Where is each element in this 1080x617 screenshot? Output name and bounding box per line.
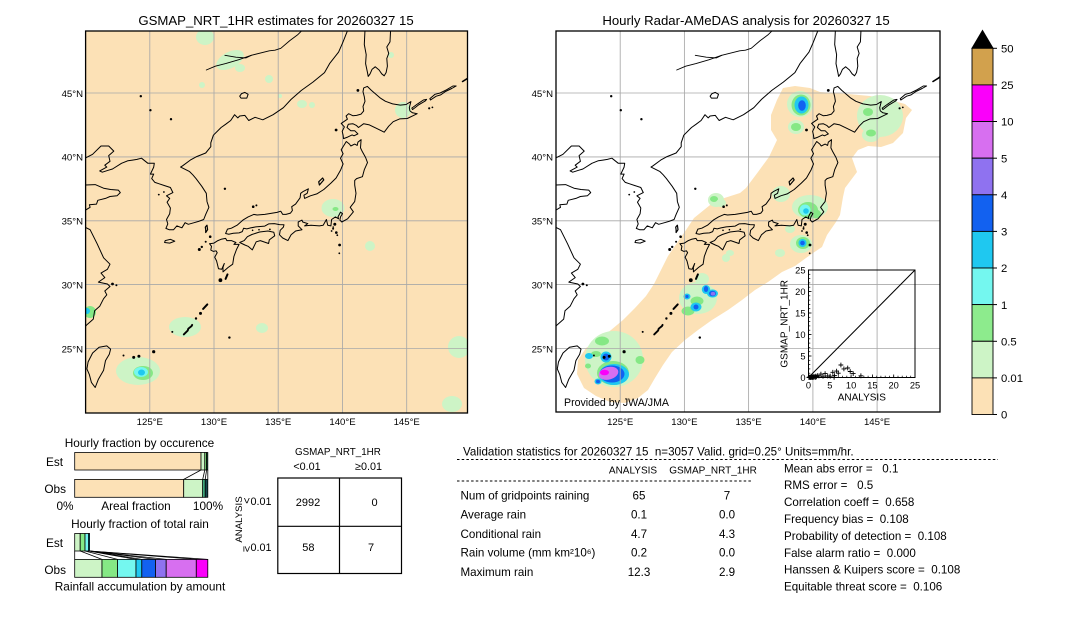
svg-text:False alarm ratio = 0.000: False alarm ratio = 0.000: [784, 547, 916, 560]
svg-text:2.9: 2.9: [719, 566, 735, 579]
svg-text:5: 5: [827, 381, 832, 391]
svg-text:0.01: 0.01: [251, 542, 272, 554]
svg-text:Conditional rain: Conditional rain: [461, 528, 542, 541]
svg-text:3: 3: [1001, 227, 1007, 239]
svg-text:Maximum rain: Maximum rain: [461, 566, 534, 579]
svg-text:Est: Est: [46, 455, 64, 469]
svg-text:25: 25: [795, 266, 805, 276]
svg-text:15: 15: [867, 381, 877, 391]
svg-text:0: 0: [1001, 410, 1007, 422]
svg-text:12.3: 12.3: [628, 566, 651, 579]
svg-text:0.2: 0.2: [631, 547, 647, 560]
svg-text:145°E: 145°E: [864, 417, 890, 428]
svg-text:Probability of detection = 0.: Probability of detection = 0.108: [784, 530, 947, 543]
svg-text:1: 1: [1001, 300, 1007, 312]
svg-text:10: 10: [1001, 117, 1014, 129]
svg-text:140°E: 140°E: [800, 417, 826, 428]
svg-text:100%: 100%: [193, 499, 224, 513]
svg-text:25: 25: [1001, 80, 1014, 92]
svg-text:Hourly fraction of total rain: Hourly fraction of total rain: [71, 517, 209, 531]
svg-text:0.01: 0.01: [1001, 373, 1023, 385]
svg-text:20: 20: [889, 381, 899, 391]
svg-text:58: 58: [302, 542, 314, 554]
svg-text:25°N: 25°N: [62, 344, 84, 355]
svg-text:25°N: 25°N: [532, 344, 554, 355]
svg-text:135°E: 135°E: [735, 417, 761, 428]
svg-text:45°N: 45°N: [62, 89, 84, 100]
svg-text:0.0: 0.0: [719, 547, 735, 560]
svg-text:130°E: 130°E: [201, 417, 227, 428]
svg-text:≥: ≥: [240, 546, 252, 552]
svg-text:4.3: 4.3: [719, 528, 735, 541]
svg-text:40°N: 40°N: [532, 153, 554, 164]
svg-text:0.5: 0.5: [1001, 337, 1017, 349]
svg-text:0%: 0%: [56, 499, 74, 513]
svg-text:4.7: 4.7: [631, 528, 647, 541]
svg-text:30°N: 30°N: [62, 280, 84, 291]
svg-text:4: 4: [1001, 190, 1007, 202]
svg-text:ANALYSIS: ANALYSIS: [234, 496, 245, 542]
svg-text:Areal fraction: Areal fraction: [101, 499, 171, 513]
svg-text:15: 15: [795, 309, 805, 319]
svg-text:Obs: Obs: [44, 482, 66, 496]
svg-text:20: 20: [795, 287, 805, 297]
svg-text:0: 0: [372, 497, 378, 509]
svg-text:2992: 2992: [296, 497, 320, 509]
svg-text:2: 2: [1001, 263, 1007, 275]
svg-text:45°N: 45°N: [532, 89, 554, 100]
svg-text:30°N: 30°N: [532, 280, 554, 291]
svg-text:<: <: [241, 497, 253, 503]
svg-text:Obs: Obs: [44, 563, 66, 577]
svg-text:GSMAP_NRT_1HR estimates for 20: GSMAP_NRT_1HR estimates for 20260327 15: [138, 13, 413, 28]
svg-text:0.0: 0.0: [719, 509, 735, 522]
svg-text:35°N: 35°N: [532, 217, 554, 228]
svg-text:10: 10: [846, 381, 856, 391]
svg-text:Hourly fraction by occurence: Hourly fraction by occurence: [65, 436, 215, 450]
svg-text:GSMAP_NRT_1HR: GSMAP_NRT_1HR: [780, 280, 791, 368]
svg-text:Average rain: Average rain: [461, 509, 527, 522]
svg-text:<0.01: <0.01: [293, 461, 320, 473]
svg-text:Frequency bias = 0.108: Frequency bias = 0.108: [784, 513, 909, 526]
svg-text:5: 5: [1001, 153, 1007, 165]
svg-text:ANALYSIS: ANALYSIS: [609, 466, 657, 477]
svg-text:25: 25: [910, 381, 920, 391]
svg-text:130°E: 130°E: [671, 417, 697, 428]
svg-text:10: 10: [795, 330, 805, 340]
svg-text:ANALYSIS: ANALYSIS: [838, 393, 886, 404]
svg-text:Est: Est: [46, 536, 64, 550]
svg-text:40°N: 40°N: [62, 153, 84, 164]
svg-text:Rainfall accumulation by amoun: Rainfall accumulation by amount: [55, 580, 226, 594]
svg-text:7: 7: [368, 542, 374, 554]
svg-text:35°N: 35°N: [62, 217, 84, 228]
svg-text:Correlation coeff = 0.658: Correlation coeff = 0.658: [784, 496, 914, 509]
svg-text:65: 65: [633, 490, 646, 503]
svg-text:5: 5: [800, 352, 805, 362]
svg-text:GSMAP_NRT_1HR: GSMAP_NRT_1HR: [295, 447, 381, 458]
svg-text:140°E: 140°E: [329, 417, 355, 428]
svg-text:Provided by JWA/JMA: Provided by JWA/JMA: [564, 397, 670, 409]
svg-text:Validation statistics for 2026: Validation statistics for 20260327 15 n=…: [463, 446, 854, 459]
svg-text:0.01: 0.01: [251, 496, 272, 508]
svg-text:GSMAP_NRT_1HR: GSMAP_NRT_1HR: [669, 466, 757, 477]
svg-text:7: 7: [724, 490, 730, 503]
svg-text:Hanssen & Kuipers score = 0.1: Hanssen & Kuipers score = 0.108: [784, 564, 960, 577]
svg-text:Equitable threat score = 0.10: Equitable threat score = 0.106: [784, 581, 942, 594]
svg-text:Num of gridpoints raining: Num of gridpoints raining: [461, 490, 590, 503]
svg-text:125°E: 125°E: [137, 417, 163, 428]
svg-text:145°E: 145°E: [394, 417, 420, 428]
svg-text:0: 0: [806, 381, 811, 391]
svg-text:Hourly Radar-AMeDAS analysis f: Hourly Radar-AMeDAS analysis for 2026032…: [602, 13, 889, 28]
svg-text:RMS error = 0.5: RMS error = 0.5: [784, 479, 873, 492]
svg-text:0.1: 0.1: [631, 509, 647, 522]
svg-text:135°E: 135°E: [265, 417, 291, 428]
svg-text:0: 0: [800, 373, 805, 383]
svg-text:≥0.01: ≥0.01: [355, 461, 382, 473]
svg-text:125°E: 125°E: [607, 417, 633, 428]
svg-text:50: 50: [1001, 44, 1014, 56]
svg-text:Rain volume (mm km²10⁶): Rain volume (mm km²10⁶): [461, 547, 596, 560]
svg-text:Mean abs error = 0.1: Mean abs error = 0.1: [784, 462, 898, 475]
